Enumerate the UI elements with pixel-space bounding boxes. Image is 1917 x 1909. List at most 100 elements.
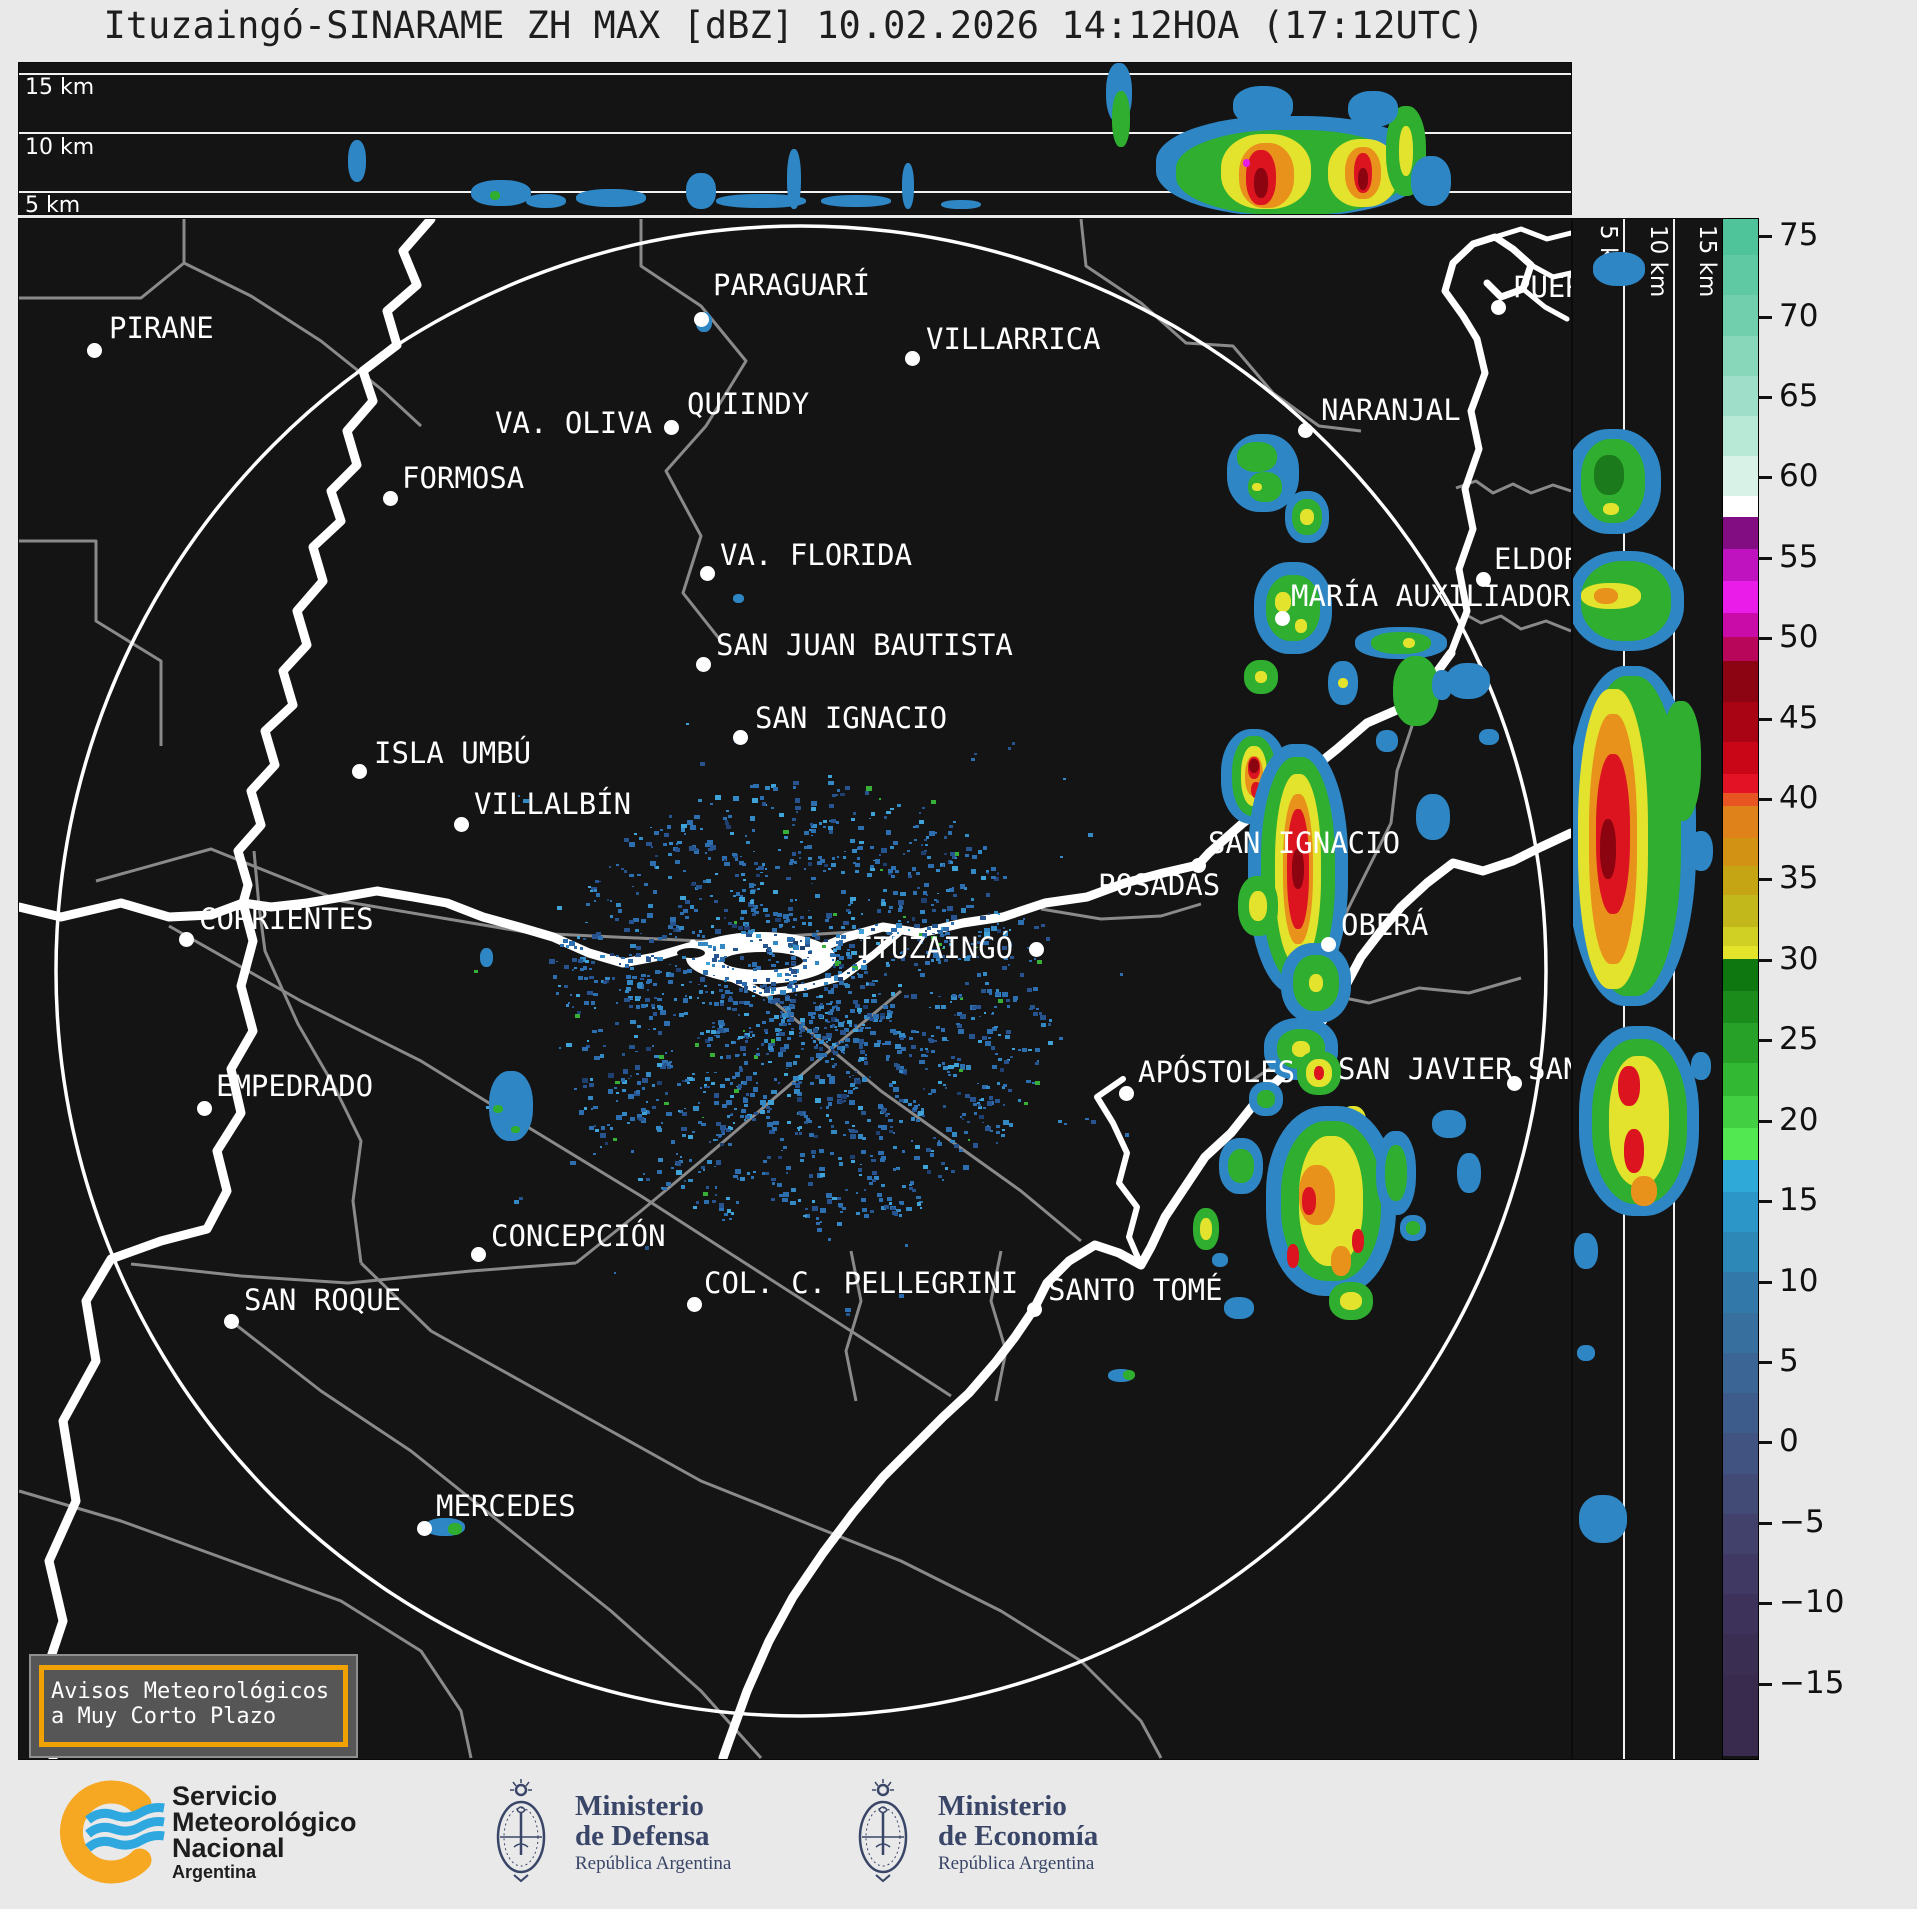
clutter-speck — [785, 994, 789, 997]
clutter-speck — [782, 1145, 788, 1150]
clutter-speck — [617, 909, 623, 914]
clutter-speck — [779, 1031, 786, 1037]
clutter-speck — [867, 1026, 871, 1030]
clutter-speck — [944, 1086, 948, 1089]
clutter-speck — [994, 1025, 998, 1029]
clutter-speck — [939, 864, 943, 867]
clutter-speck — [832, 964, 837, 968]
clutter-speck — [826, 1002, 830, 1006]
clutter-speck — [684, 832, 687, 835]
clutter-speck — [829, 1079, 836, 1084]
clutter-speck — [878, 1019, 883, 1023]
clutter-speck — [690, 825, 697, 830]
clutter-speck — [697, 983, 701, 986]
clutter-speck — [935, 957, 941, 962]
radar-echo — [1300, 509, 1314, 525]
clutter-speck — [780, 1047, 786, 1052]
clutter-speck — [579, 947, 584, 951]
clutter-speck — [859, 841, 864, 845]
clutter-speck — [850, 916, 855, 920]
clutter-speck — [925, 843, 928, 846]
clutter-speck — [878, 853, 882, 856]
economia-crest-icon — [858, 1779, 908, 1883]
clutter-speck — [739, 1001, 743, 1004]
colorbar-tick — [1758, 476, 1772, 480]
clutter-speck — [733, 947, 738, 952]
clutter-speck — [916, 936, 923, 942]
clutter-speck — [1018, 1049, 1021, 1052]
clutter-speck — [943, 1083, 947, 1087]
clutter-speck — [914, 962, 919, 966]
clutter-speck — [571, 969, 574, 971]
clutter-speck — [936, 868, 941, 872]
clutter-speck — [852, 968, 856, 971]
clutter-speck — [630, 967, 634, 971]
city-dot — [1119, 1086, 1134, 1101]
clutter-speck — [836, 1000, 842, 1005]
clutter-speck — [970, 898, 975, 902]
clutter-speck — [621, 956, 625, 960]
city-label: CORRIENTES — [199, 902, 374, 936]
clutter-speck — [835, 945, 842, 951]
clutter-speck — [891, 958, 895, 962]
clutter-speck — [634, 832, 638, 836]
clutter-speck — [839, 1099, 844, 1104]
clutter-speck — [894, 869, 900, 874]
clutter-speck — [704, 984, 707, 987]
clutter-speck — [721, 965, 726, 968]
altitude-label-15km: 15 km — [25, 75, 95, 100]
clutter-speck — [849, 1154, 856, 1159]
clutter-speck — [798, 851, 802, 854]
clutter-speck — [703, 1083, 708, 1087]
clutter-speck — [890, 1028, 896, 1034]
colorbar-block — [1723, 945, 1758, 960]
clutter-speck — [610, 915, 613, 918]
clutter-speck — [986, 1101, 992, 1106]
clutter-speck — [937, 929, 944, 934]
clutter-speck — [783, 1044, 789, 1049]
clutter-speck — [767, 1122, 773, 1127]
clutter-speck — [792, 940, 798, 945]
clutter-speck — [811, 806, 817, 812]
clutter-speck — [901, 1184, 906, 1189]
clutter-speck — [920, 1048, 924, 1051]
clutter-speck — [667, 852, 672, 857]
colorbar-tick-label: −15 — [1779, 1664, 1845, 1701]
clutter-speck — [974, 752, 977, 755]
clutter-speck — [836, 855, 840, 858]
clutter-speck — [892, 936, 896, 939]
altitude-line-10km-v — [1673, 219, 1675, 1759]
altitude-label-15km-v: 15 km — [1694, 225, 1720, 298]
radar-echo — [1249, 759, 1259, 773]
colorbar-tick — [1758, 958, 1772, 962]
clutter-speck — [614, 1272, 617, 1275]
clutter-speck — [874, 859, 881, 864]
clutter-speck — [697, 1170, 701, 1174]
clutter-speck — [1124, 1133, 1130, 1137]
clutter-speck — [914, 839, 917, 842]
clutter-speck — [777, 1183, 783, 1188]
clutter-speck — [960, 1014, 966, 1019]
clutter-speck — [1034, 925, 1039, 930]
clutter-speck — [838, 966, 842, 970]
clutter-speck — [600, 954, 605, 959]
clutter-speck — [825, 1060, 829, 1064]
smn-wordmark: Servicio Meteorológico Nacional Argentin… — [172, 1783, 357, 1883]
clutter-speck — [930, 1034, 934, 1037]
clutter-speck — [629, 920, 634, 924]
clutter-speck — [664, 1052, 667, 1055]
clutter-speck — [712, 1138, 716, 1142]
clutter-speck — [714, 954, 719, 958]
clutter-speck — [898, 920, 902, 923]
reflectivity-colorbar — [1722, 218, 1759, 1760]
clutter-speck — [794, 1089, 801, 1094]
colorbar-tick-label: 0 — [1779, 1423, 1799, 1460]
clutter-speck — [1049, 1019, 1053, 1022]
clutter-speck — [807, 1011, 813, 1016]
clutter-speck — [746, 1037, 749, 1040]
city-label: POSADAS — [1098, 868, 1221, 902]
clutter-speck — [615, 1080, 620, 1085]
clutter-speck — [718, 983, 721, 987]
clutter-speck — [677, 905, 682, 909]
clutter-speck — [704, 852, 707, 854]
